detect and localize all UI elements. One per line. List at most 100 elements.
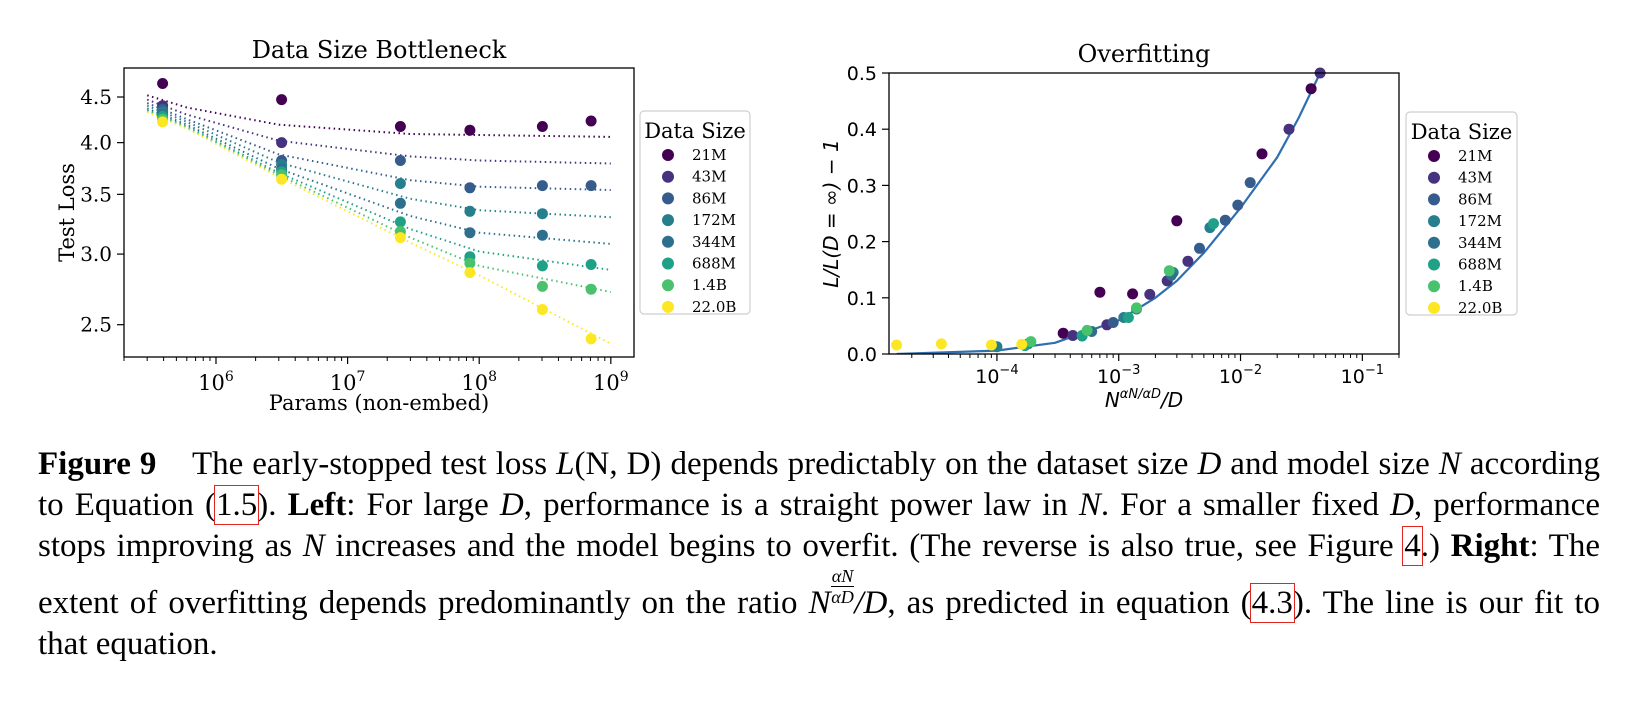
y-tick-label: 2.5 xyxy=(80,313,112,337)
legend-title: Data Size xyxy=(644,119,746,143)
data-point-688M xyxy=(1208,218,1219,230)
data-point-21M xyxy=(276,94,288,106)
y-tick-label: 4.0 xyxy=(80,131,112,155)
x-axis-label: Params (non-embed) xyxy=(269,391,489,415)
math-L: L xyxy=(556,446,575,482)
legend-label: 688M xyxy=(1458,256,1502,274)
data-point-22.0B xyxy=(891,339,903,351)
caption-text: . For a smaller fixed xyxy=(1100,487,1391,523)
fit-line-21M xyxy=(146,94,611,138)
data-point-1.4B xyxy=(1163,265,1175,277)
data-point-43M xyxy=(1182,255,1194,267)
data-point-344M xyxy=(394,197,406,209)
data-point-43M xyxy=(1283,123,1295,135)
fraction-numerator: αN xyxy=(830,566,855,588)
data-point-688M xyxy=(1122,312,1134,323)
math-exponent-fraction: αN αD xyxy=(830,566,855,606)
data-point-172M xyxy=(464,205,476,217)
data-point-1.4B xyxy=(585,283,597,295)
fit-line-22.0B xyxy=(146,110,612,345)
legend-marker xyxy=(1428,280,1440,293)
data-point-22.0B xyxy=(585,333,597,345)
data-point-172M xyxy=(394,178,406,189)
plot-frame xyxy=(123,67,635,358)
legend-label: 344M xyxy=(692,233,736,251)
equation-ref-link[interactable]: 4.3 xyxy=(1249,583,1295,624)
math-N: N xyxy=(1438,446,1461,482)
legend-label: 86M xyxy=(1458,190,1492,208)
y-tick-label: 0.4 xyxy=(847,119,877,141)
math-ratio: /D xyxy=(854,585,888,622)
chart-title: Data Size Bottleneck xyxy=(252,36,507,64)
math-N: N xyxy=(1078,487,1101,523)
legend-marker xyxy=(1428,258,1440,271)
data-point-86M xyxy=(1232,199,1244,211)
figure-panels: Data Size Bottleneck 106 107 108 109 2.5 3.0 3.… xyxy=(55,36,1518,415)
legend-marker xyxy=(662,149,674,161)
legend-marker xyxy=(662,300,674,313)
y-tick-label: 0.0 xyxy=(847,344,877,366)
data-point-688M xyxy=(394,216,406,228)
data-point-86M xyxy=(464,182,476,194)
x-tick-label: 107 xyxy=(330,369,366,395)
legend-marker xyxy=(662,192,674,205)
y-tick-label: 4.5 xyxy=(80,85,112,109)
data-point-86M xyxy=(1107,317,1119,328)
x-tick-label: 10−2 xyxy=(1219,363,1262,388)
data-point-43M xyxy=(1067,330,1079,341)
data-point-688M xyxy=(585,259,597,270)
legend-title: Data Size xyxy=(1411,120,1513,144)
data-point-1.4B xyxy=(536,280,548,292)
legend-label: 172M xyxy=(1458,212,1502,230)
data-point-344M xyxy=(536,229,548,241)
math-D: D xyxy=(1197,446,1222,482)
legend-marker xyxy=(1428,171,1440,184)
data-point-1.4B xyxy=(1081,324,1093,336)
data-point-43M xyxy=(276,137,288,149)
legend-label: 43M xyxy=(1458,169,1492,187)
legend-label: 43M xyxy=(692,168,726,186)
x-tick-label: 109 xyxy=(593,369,629,395)
data-point-22.0B xyxy=(536,304,548,315)
chart-title: Overfitting xyxy=(1078,40,1211,68)
x-tick-label: 106 xyxy=(198,369,234,395)
chart-overfitting: Overfitting 10−4 10−3 10−2 10−1 0.0 0.1 0.2 0.3 0… xyxy=(819,40,1518,412)
legend-marker xyxy=(1428,301,1440,314)
data-point-22.0B xyxy=(157,116,169,128)
fit-line-86M xyxy=(146,102,611,191)
caption-left-label: Left xyxy=(287,487,347,523)
legend-label: 1.4B xyxy=(1458,277,1493,295)
legend-marker xyxy=(662,170,674,183)
legend-marker xyxy=(662,279,674,292)
data-point-22.0B xyxy=(1016,338,1028,350)
caption-text: : For large xyxy=(346,487,500,523)
x-tick-label: 10−4 xyxy=(975,363,1018,388)
chart-data-size-bottleneck: Data Size Bottleneck 106 107 108 109 2.5 3.0 3.… xyxy=(55,36,751,415)
data-point-688M xyxy=(536,260,548,272)
legend-label: 22.0B xyxy=(1458,299,1502,317)
legend-label: 172M xyxy=(692,211,736,229)
math-N: N xyxy=(302,528,325,564)
equation-ref-link[interactable]: 1.5 xyxy=(213,485,260,525)
legend-label: 21M xyxy=(1458,147,1492,165)
caption-text: , as predicted in equation ( xyxy=(887,585,1252,622)
legend-marker xyxy=(1428,236,1440,249)
caption-text: depends predictably on the dataset size xyxy=(661,446,1198,482)
math-D: D xyxy=(1390,487,1414,523)
data-point-21M xyxy=(1256,148,1268,160)
data-point-21M xyxy=(1171,215,1183,227)
figure-ref-link[interactable]: 4 xyxy=(1402,526,1423,566)
data-point-344M xyxy=(464,227,476,239)
fit-line-172M xyxy=(146,104,611,219)
data-point-22.0B xyxy=(985,339,997,351)
caption-text: : The extent of overfitting depends pred… xyxy=(38,528,1600,622)
data-point-86M xyxy=(536,180,548,192)
y-axis-label: Test Loss xyxy=(55,163,79,262)
caption-text: and model size xyxy=(1221,446,1439,482)
y-tick-label: 3.0 xyxy=(80,242,112,266)
legend-marker xyxy=(1428,150,1440,162)
legend-marker xyxy=(662,214,674,227)
legend-label: 1.4B xyxy=(692,276,727,294)
data-point-21M xyxy=(1127,288,1139,300)
data-point-86M xyxy=(1194,242,1205,254)
